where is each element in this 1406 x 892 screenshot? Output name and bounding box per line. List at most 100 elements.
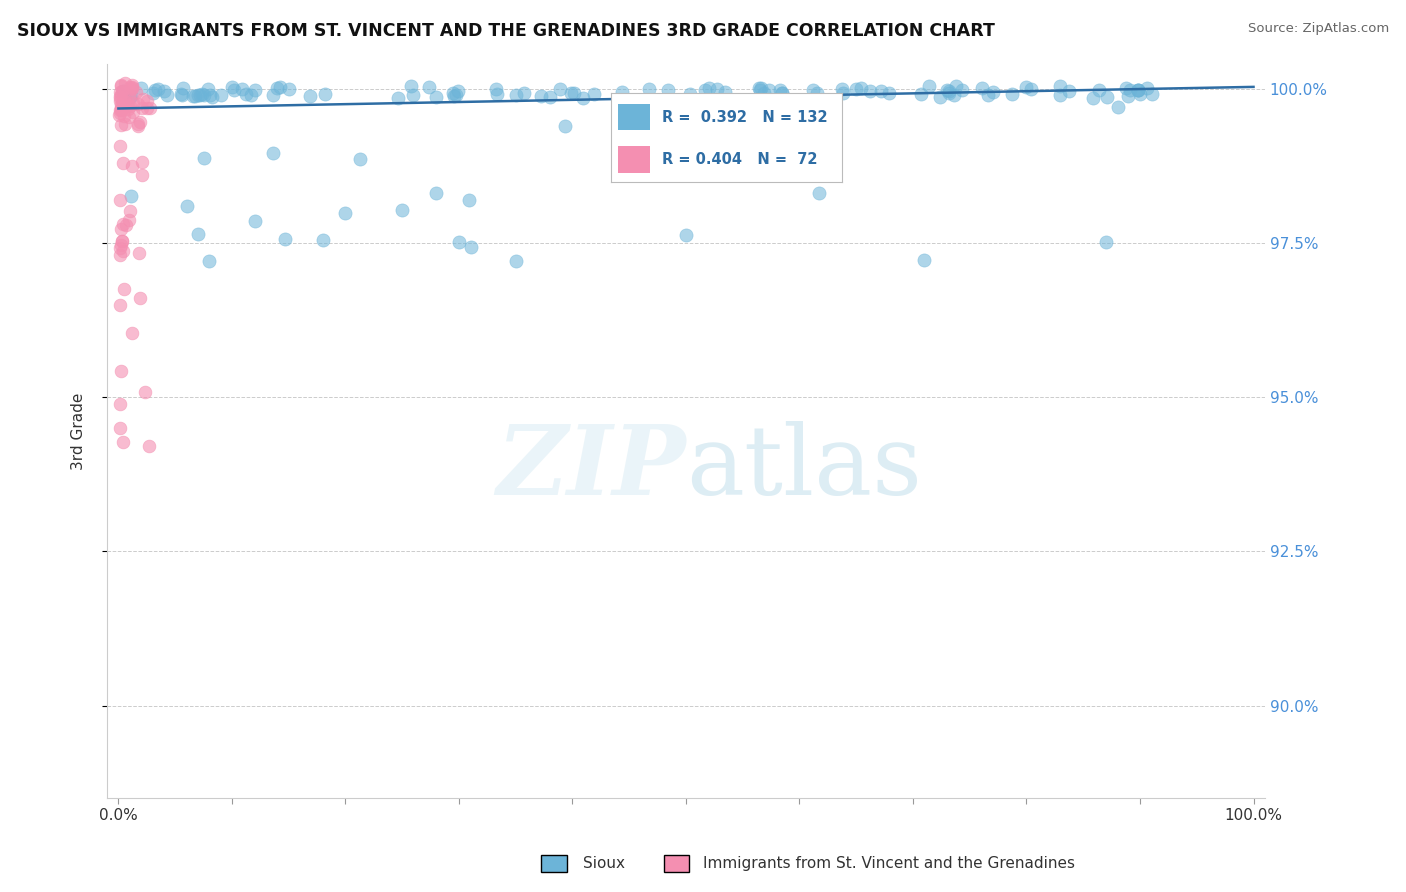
Point — [156, 88, 179, 103]
Point — [262, 87, 284, 102]
Point — [108, 241, 131, 255]
Point — [845, 82, 868, 96]
Point — [697, 80, 720, 95]
Point — [1107, 100, 1129, 114]
Point — [193, 151, 215, 165]
Point — [176, 199, 198, 213]
Point — [752, 86, 775, 100]
Point — [120, 81, 142, 95]
Point — [111, 155, 134, 169]
Point — [1140, 87, 1163, 102]
Point — [1081, 90, 1104, 104]
Point — [111, 244, 134, 259]
Point — [1088, 83, 1111, 97]
Text: Sioux: Sioux — [583, 856, 626, 871]
Point — [266, 81, 288, 95]
Point — [108, 139, 131, 153]
Point — [108, 103, 131, 117]
Point — [110, 222, 132, 236]
Point — [1119, 83, 1142, 97]
Point — [108, 397, 131, 411]
Point — [115, 95, 138, 109]
Point — [513, 86, 536, 100]
Point — [1095, 90, 1118, 104]
Point — [981, 85, 1004, 99]
Point — [110, 78, 132, 93]
Point — [770, 87, 793, 101]
Point — [111, 234, 134, 248]
Point — [1057, 84, 1080, 98]
Point — [758, 83, 780, 97]
Point — [193, 87, 215, 102]
Point — [610, 85, 633, 99]
Point — [122, 96, 145, 111]
Point — [457, 193, 479, 207]
Point — [1128, 83, 1150, 97]
Point — [132, 92, 155, 106]
Point — [117, 97, 139, 112]
Point — [170, 88, 193, 103]
Point — [1019, 82, 1042, 96]
Point — [1095, 235, 1118, 249]
Point — [118, 99, 141, 113]
Point — [679, 87, 702, 102]
Point — [675, 227, 697, 242]
Point — [801, 83, 824, 97]
Text: atlas: atlas — [686, 421, 922, 515]
Point — [335, 206, 357, 220]
Point — [181, 89, 204, 103]
Point — [870, 84, 893, 98]
Point — [564, 87, 586, 101]
Point — [748, 80, 770, 95]
Point — [977, 88, 1000, 103]
Point — [198, 253, 221, 268]
Point — [111, 234, 134, 248]
Point — [1115, 81, 1137, 95]
Y-axis label: 3rd Grade: 3rd Grade — [72, 392, 86, 470]
Point — [749, 80, 772, 95]
Point — [121, 104, 143, 119]
Point — [112, 109, 135, 123]
Point — [538, 89, 561, 103]
Point — [110, 88, 132, 103]
Point — [209, 87, 232, 102]
Point — [770, 86, 793, 100]
Point — [460, 239, 482, 253]
Text: Source: ZipAtlas.com: Source: ZipAtlas.com — [1249, 22, 1389, 36]
Point — [1129, 87, 1152, 102]
Point — [153, 84, 176, 98]
Point — [191, 87, 214, 101]
Text: SIOUX VS IMMIGRANTS FROM ST. VINCENT AND THE GRENADINES 3RD GRADE CORRELATION CH: SIOUX VS IMMIGRANTS FROM ST. VINCENT AND… — [17, 22, 995, 40]
Point — [115, 218, 138, 232]
Point — [918, 79, 941, 94]
Point — [114, 117, 136, 131]
Point — [138, 439, 160, 453]
Point — [1015, 80, 1038, 95]
Point — [972, 81, 994, 95]
Point — [108, 91, 131, 105]
Point — [425, 186, 447, 200]
Point — [245, 83, 267, 97]
Point — [125, 85, 148, 99]
Point — [832, 87, 855, 101]
Point — [851, 80, 873, 95]
Point — [142, 87, 165, 101]
Point — [107, 108, 129, 122]
Point — [111, 84, 134, 98]
Point — [108, 297, 131, 311]
Point — [231, 82, 253, 96]
Point — [121, 80, 143, 95]
Point — [505, 87, 527, 102]
Point — [110, 78, 132, 93]
Point — [706, 82, 728, 96]
Point — [657, 83, 679, 97]
Point — [108, 85, 131, 99]
Point — [110, 103, 132, 117]
Point — [136, 95, 159, 109]
Point — [1001, 87, 1024, 102]
Point — [120, 88, 142, 103]
Point — [118, 88, 141, 103]
Point — [387, 91, 409, 105]
Point — [1049, 88, 1071, 103]
Point — [112, 282, 135, 296]
